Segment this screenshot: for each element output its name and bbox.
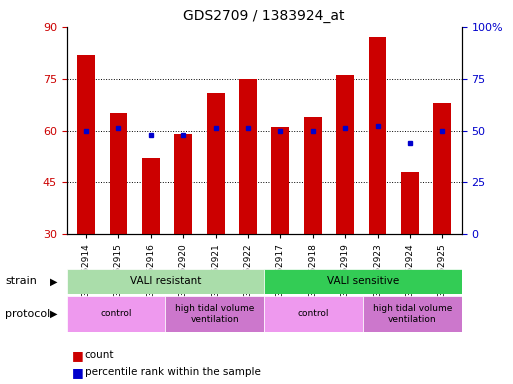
Title: GDS2709 / 1383924_at: GDS2709 / 1383924_at [184, 9, 345, 23]
Bar [271, 127, 289, 234]
Bar [401, 172, 419, 234]
Text: VALI resistant: VALI resistant [130, 276, 201, 286]
Text: strain: strain [5, 276, 37, 286]
Text: ▶: ▶ [50, 309, 57, 319]
Bar [363, 296, 462, 332]
Text: control: control [298, 310, 329, 318]
Bar [67, 296, 165, 332]
Text: protocol: protocol [5, 309, 50, 319]
Text: VALI sensitive: VALI sensitive [327, 276, 399, 286]
Text: ■: ■ [72, 366, 84, 379]
Text: control: control [101, 310, 132, 318]
Bar [433, 103, 451, 234]
Bar [336, 75, 354, 234]
Bar [67, 269, 264, 294]
Bar [264, 296, 363, 332]
Bar [369, 37, 386, 234]
Text: percentile rank within the sample: percentile rank within the sample [85, 367, 261, 377]
Text: high tidal volume
ventilation: high tidal volume ventilation [372, 304, 452, 324]
Bar [165, 296, 264, 332]
Bar [264, 269, 462, 294]
Text: high tidal volume
ventilation: high tidal volume ventilation [175, 304, 254, 324]
Bar [207, 93, 225, 234]
Bar [304, 117, 322, 234]
Bar [77, 55, 95, 234]
Bar [174, 134, 192, 234]
Bar [110, 113, 127, 234]
Text: ■: ■ [72, 349, 84, 362]
Bar [239, 79, 257, 234]
Text: count: count [85, 350, 114, 360]
Text: ▶: ▶ [50, 276, 57, 286]
Bar [142, 158, 160, 234]
